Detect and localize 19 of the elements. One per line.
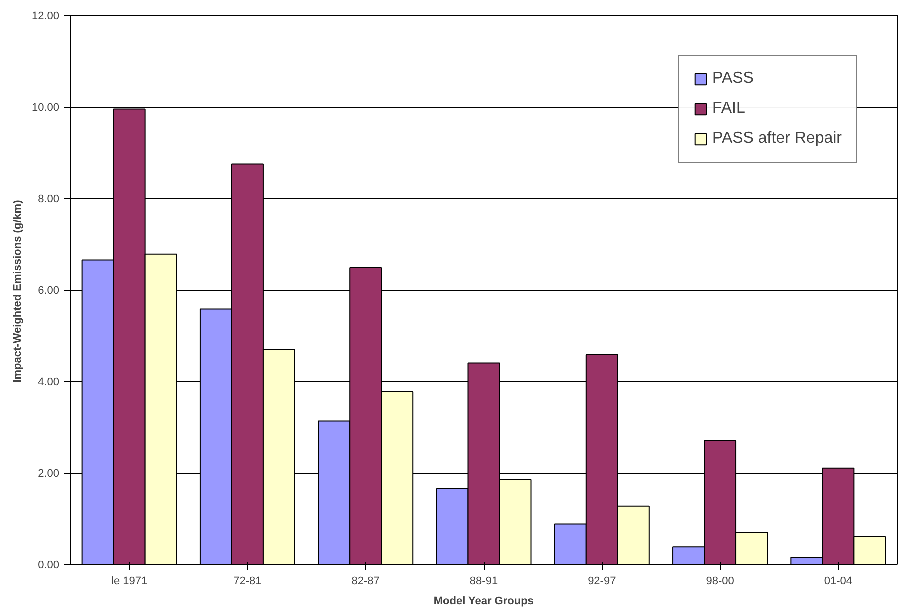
x-tick-label: 88-91 <box>470 576 498 588</box>
x-tick-label: 01-04 <box>824 576 852 588</box>
x-tick-label: 98-00 <box>706 576 734 588</box>
y-tick-label: 2.00 <box>38 468 60 480</box>
legend-label: PASS after Repair <box>712 130 842 148</box>
legend-label: FAIL <box>712 100 746 118</box>
x-tick-label: 92-97 <box>588 576 616 588</box>
legend-label: PASS <box>712 70 754 88</box>
y-tick-label: 0.00 <box>38 560 60 572</box>
y-axis-title: Impact-Weighted Emissions (g/km) <box>12 200 24 383</box>
x-axis-title: Model Year Groups <box>434 596 534 608</box>
x-tick-label: le 1971 <box>112 576 148 588</box>
y-tick-label: 12.00 <box>32 10 60 22</box>
x-tick-label: 72-81 <box>234 576 262 588</box>
y-tick-label: 4.00 <box>38 376 60 388</box>
y-tick-label: 6.00 <box>38 285 60 297</box>
y-tick-label: 8.00 <box>38 194 60 206</box>
y-tick-label: 10.00 <box>32 102 60 114</box>
x-tick-label: 82-87 <box>352 576 380 588</box>
